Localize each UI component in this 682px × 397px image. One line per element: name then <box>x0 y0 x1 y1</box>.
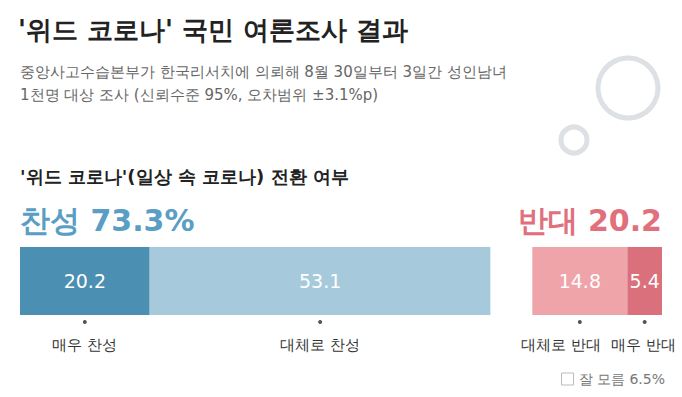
svg-text:14.8: 14.8 <box>559 270 601 292</box>
svg-text:'위드 코로나' 국민 여론조사 결과: '위드 코로나' 국민 여론조사 결과 <box>18 15 408 45</box>
svg-text:매우 찬성: 매우 찬성 <box>52 336 117 354</box>
svg-text:매우 반대: 매우 반대 <box>611 336 676 354</box>
svg-text:대체로 찬성: 대체로 찬성 <box>280 336 360 354</box>
svg-text:1천명 대상 조사 (신뢰수준 95%, 오차범위 ±3.1: 1천명 대상 조사 (신뢰수준 95%, 오차범위 ±3.1%p) <box>20 86 378 104</box>
svg-text:53.1: 53.1 <box>299 270 341 292</box>
svg-text:찬성 73.3%: 찬성 73.3% <box>20 203 195 238</box>
svg-text:중앙사고수습본부가 한국리서치에 의뢰해 8월 30일부터: 중앙사고수습본부가 한국리서치에 의뢰해 8월 30일부터 3일간 성인남녀 <box>20 63 507 81</box>
svg-text:대체로 반대: 대체로 반대 <box>521 336 601 354</box>
svg-text:잘 모름 6.5%: 잘 모름 6.5% <box>579 371 665 387</box>
svg-text:반대 20.2: 반대 20.2 <box>518 203 662 238</box>
svg-text:5.4: 5.4 <box>630 270 660 292</box>
svg-text:'위드 코로나'(일상 속 코로나) 전환 여부: '위드 코로나'(일상 속 코로나) 전환 여부 <box>20 166 349 187</box>
svg-text:20.2: 20.2 <box>64 270 106 292</box>
